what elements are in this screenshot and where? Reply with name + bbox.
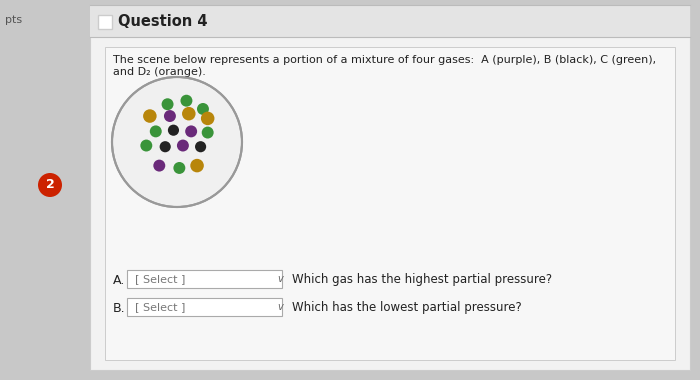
Circle shape xyxy=(38,173,62,197)
Circle shape xyxy=(201,112,214,125)
Text: pts: pts xyxy=(5,15,22,25)
Circle shape xyxy=(190,159,204,173)
Circle shape xyxy=(143,109,157,123)
Text: v: v xyxy=(277,274,283,284)
Bar xyxy=(105,47,675,360)
FancyBboxPatch shape xyxy=(98,15,112,29)
Circle shape xyxy=(162,98,174,110)
Circle shape xyxy=(202,127,214,139)
Text: [ Select ]: [ Select ] xyxy=(135,274,186,284)
Text: The scene below represents a portion of a mixture of four gases:  A (purple), B : The scene below represents a portion of … xyxy=(113,55,656,65)
Circle shape xyxy=(186,125,197,137)
FancyBboxPatch shape xyxy=(127,298,282,316)
Circle shape xyxy=(164,110,176,122)
Text: B.: B. xyxy=(113,301,125,315)
Circle shape xyxy=(177,139,189,152)
Text: [ Select ]: [ Select ] xyxy=(135,302,186,312)
Circle shape xyxy=(197,103,209,115)
Circle shape xyxy=(168,125,179,136)
Circle shape xyxy=(160,141,171,152)
Circle shape xyxy=(195,141,206,152)
Text: 2: 2 xyxy=(46,179,55,192)
Text: A.: A. xyxy=(113,274,125,287)
Circle shape xyxy=(182,107,195,120)
Text: and D₂ (orange).: and D₂ (orange). xyxy=(113,67,206,77)
Circle shape xyxy=(153,160,165,172)
Bar xyxy=(90,5,690,37)
Circle shape xyxy=(140,139,153,152)
Circle shape xyxy=(174,162,186,174)
Circle shape xyxy=(181,95,192,107)
Circle shape xyxy=(112,77,242,207)
Text: Which gas has the highest partial pressure?: Which gas has the highest partial pressu… xyxy=(292,272,552,285)
Text: v: v xyxy=(277,302,283,312)
Text: Question 4: Question 4 xyxy=(118,14,207,28)
Text: Which has the lowest partial pressure?: Which has the lowest partial pressure? xyxy=(292,301,522,314)
Circle shape xyxy=(150,125,162,137)
Bar xyxy=(90,5,690,370)
FancyBboxPatch shape xyxy=(127,270,282,288)
